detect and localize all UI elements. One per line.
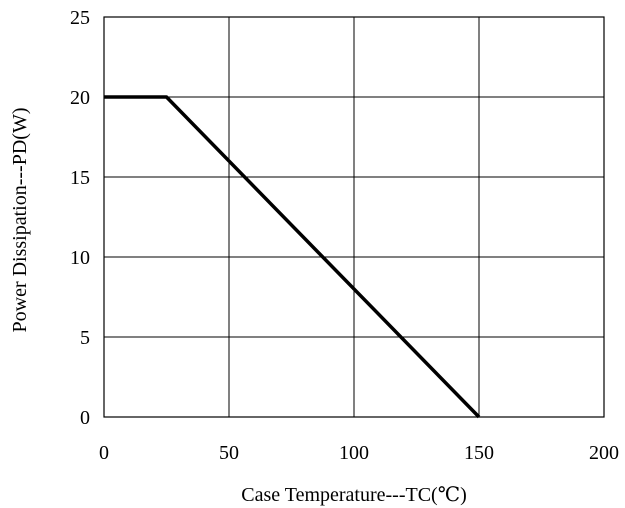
x-tick-label: 50 — [219, 442, 239, 464]
series-line — [104, 95, 481, 419]
x-tick-label: 150 — [464, 442, 494, 464]
grid — [104, 17, 604, 417]
x-axis-title: Case Temperature---TC(℃) — [241, 484, 467, 506]
y-tick-label: 5 — [80, 327, 90, 349]
y-axis-title: Power Dissipation---PD(W) — [9, 108, 31, 333]
x-axis: 0 50 100 150 200 — [99, 442, 619, 464]
y-axis: 0 5 10 15 20 25 — [70, 7, 90, 429]
y-tick-label: 15 — [70, 167, 90, 189]
x-tick-label: 100 — [339, 442, 369, 464]
plot-frame — [103, 16, 605, 418]
x-tick-label: 200 — [589, 442, 619, 464]
series — [104, 95, 481, 419]
y-tick-label: 10 — [70, 247, 90, 269]
x-tick-label: 0 — [99, 442, 109, 464]
y-tick-label: 20 — [70, 87, 90, 109]
y-tick-label: 25 — [70, 7, 90, 29]
y-tick-label: 0 — [80, 407, 90, 429]
